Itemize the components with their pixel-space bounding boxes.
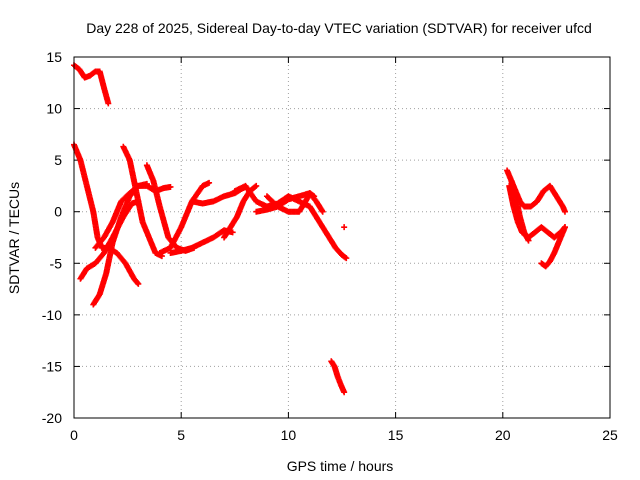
series-arc-late-d (538, 224, 568, 270)
axis-ticks: 0 5 10 15 20 25 -20 -15 -10 -5 0 5 10 15 (42, 49, 618, 443)
y-tick-label: 5 (54, 152, 62, 168)
x-tick-label: 0 (70, 427, 78, 443)
data-point (135, 280, 142, 287)
y-tick-label: -20 (42, 410, 62, 426)
y-tick-label: 15 (46, 49, 62, 65)
y-axis-label: SDTVAR / TECUs (6, 182, 22, 294)
x-tick-label: 20 (495, 427, 511, 443)
data-point (134, 279, 141, 286)
series-arc-main-c (263, 190, 326, 215)
y-tick-label: -15 (42, 358, 62, 374)
series-arc-drop-1 (120, 143, 165, 260)
data-point (229, 229, 236, 236)
series-arc-early-high (71, 62, 112, 107)
y-tick-label: -5 (50, 255, 63, 271)
data-point (561, 224, 568, 231)
data-point (319, 208, 326, 215)
y-tick-label: 0 (54, 204, 62, 220)
data-point (105, 100, 112, 107)
x-tick-label: 10 (281, 427, 297, 443)
x-tick-label: 25 (602, 427, 618, 443)
series-arc-late-c (508, 177, 532, 244)
plot-frame (73, 56, 611, 419)
data-point (206, 179, 213, 186)
series-arc-mid-a (156, 179, 213, 256)
grid-lines (74, 57, 610, 418)
series-arc-cross (92, 182, 174, 251)
series-point-12-6 (341, 224, 348, 231)
data-point (343, 255, 350, 262)
series-arc-early-descend (71, 141, 142, 287)
x-tick-label: 5 (177, 427, 185, 443)
series-arc-main (231, 182, 350, 262)
data-point (561, 208, 568, 215)
data-point (253, 182, 260, 189)
data-points (71, 62, 568, 396)
data-point (341, 389, 348, 396)
y-tick-label: -10 (42, 307, 62, 323)
y-tick-label: 10 (46, 101, 62, 117)
data-point (525, 237, 532, 244)
x-axis-label: GPS time / hours (287, 458, 394, 474)
data-point (252, 183, 259, 190)
chart-title: Day 228 of 2025, Sidereal Day-to-day VTE… (86, 20, 592, 36)
x-tick-label: 15 (388, 427, 404, 443)
series-arc-low (328, 358, 348, 396)
data-point (167, 183, 174, 190)
data-point (341, 224, 348, 231)
